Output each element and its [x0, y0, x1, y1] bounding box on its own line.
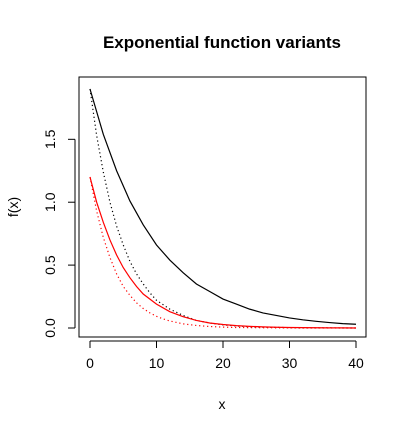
- x-tick-label: 30: [282, 355, 298, 371]
- y-tick-label: 1.5: [42, 129, 58, 149]
- x-axis-label: x: [219, 396, 226, 412]
- series-layer: [89, 88, 357, 329]
- series-line-3: [89, 176, 357, 329]
- x-tick-label: 20: [215, 355, 231, 371]
- y-tick-label: 0.5: [42, 255, 58, 275]
- series-line-1: [89, 88, 357, 325]
- x-tick-label: 40: [348, 355, 364, 371]
- plot-area: [78, 76, 367, 338]
- y-axis: 0.0 0.5 1.0 1.5: [42, 129, 76, 338]
- x-tick-label: 10: [149, 355, 165, 371]
- y-tick-label: 0.0: [42, 318, 58, 338]
- series-line-2: [89, 88, 356, 329]
- chart-title: Exponential function variants: [103, 33, 341, 52]
- y-axis-label: f(x): [5, 197, 21, 217]
- x-axis: 0 10 20 30 40: [86, 340, 364, 371]
- x-tick-label: 0: [86, 355, 94, 371]
- y-tick-label: 1.0: [42, 192, 58, 212]
